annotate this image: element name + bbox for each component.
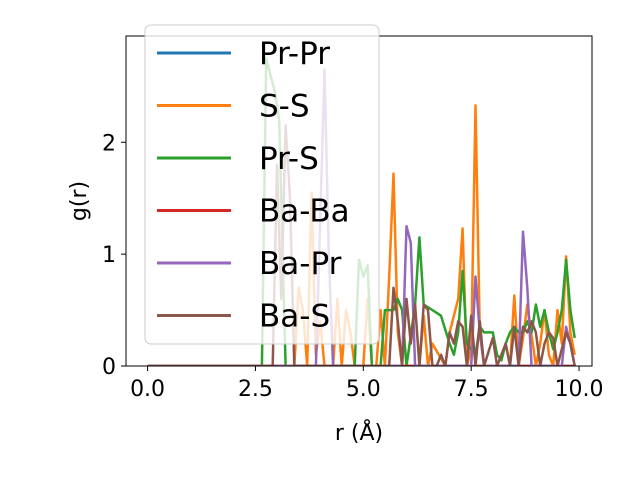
- y-tick-label: 0: [102, 355, 116, 380]
- legend-label-pr-pr: Pr-Pr: [259, 36, 330, 72]
- x-tick-label: 7.5: [454, 377, 489, 402]
- y-tick-label: 2: [102, 131, 116, 156]
- legend: Pr-Pr S-S Pr-S Ba-Ba Ba-Pr Ba-S: [144, 24, 380, 345]
- series-line-ba-s: [147, 124, 576, 366]
- y-tick-label: 1: [102, 243, 116, 268]
- axes-layer: 0.0 2.5 5.0 7.5 10.0 0 1 2 r (Å) g(r): [67, 35, 604, 446]
- legend-label-s-s: S-S: [259, 89, 310, 125]
- legend-label-ba-pr: Ba-Pr: [259, 246, 342, 282]
- legend-label-ba-ba: Ba-Ba: [259, 194, 350, 230]
- x-tick-label: 2.5: [238, 377, 273, 402]
- x-tick-label: 5.0: [346, 377, 381, 402]
- x-tick-label: 0.0: [130, 377, 165, 402]
- legend-box: [144, 24, 380, 345]
- x-tick-label: 10.0: [555, 377, 604, 402]
- y-axis-label: g(r): [67, 181, 92, 221]
- x-axis-label: r (Å): [335, 419, 383, 446]
- legend-label-pr-s: Pr-S: [259, 141, 319, 177]
- legend-label-ba-s: Ba-S: [259, 299, 330, 335]
